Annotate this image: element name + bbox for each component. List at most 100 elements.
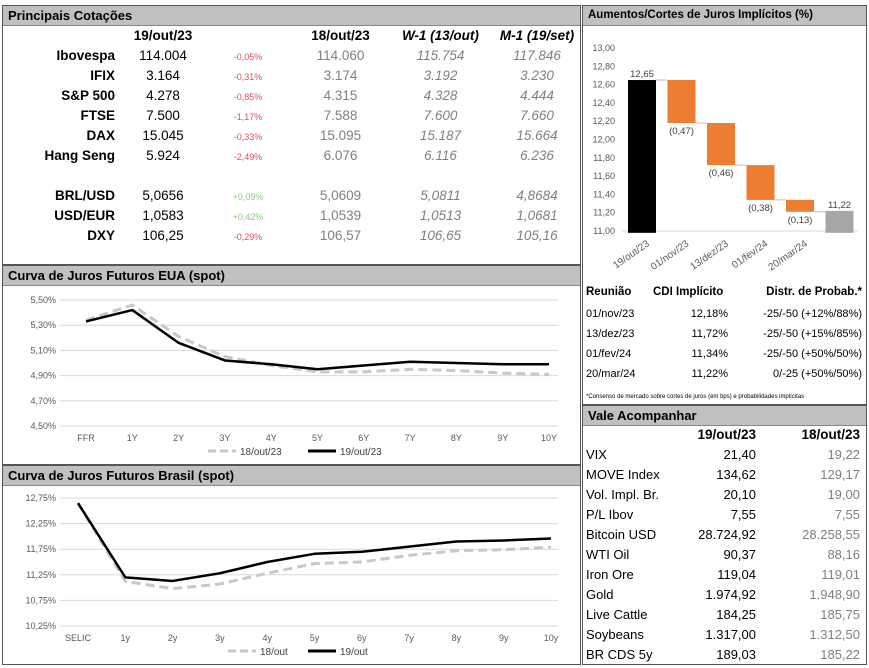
watch-name: VIX <box>586 447 607 462</box>
x-tick-label: 20/mar/24 <box>767 238 811 273</box>
watch-row: P/L Ibov 7,55 7,55 <box>583 507 868 527</box>
meeting-date: 20/mar/24 <box>586 368 636 380</box>
quote-name: BRL/USD <box>55 188 115 203</box>
watch-current: 1.974,92 <box>705 587 756 602</box>
watch-previous: 1.948,90 <box>809 587 860 602</box>
meeting-cdi: 12,18% <box>690 308 728 320</box>
watch-row: Bitcoin USD 28.724,92 28.258,55 <box>583 527 868 547</box>
y-tick-label: 11,40 <box>593 189 615 199</box>
data-label: (0,47) <box>669 126 694 137</box>
quote-value: 1,0583 <box>142 208 184 223</box>
meeting-cdi: 11,22% <box>691 368 729 380</box>
watch-row: MOVE Index 134,62 129,17 <box>583 467 868 487</box>
watch-previous: 19,22 <box>827 447 860 462</box>
meeting-cdi: 11,34% <box>691 348 729 360</box>
watch-previous: 88,16 <box>827 547 860 562</box>
x-tick-label: 8y <box>452 633 462 643</box>
x-tick-label: 1Y <box>127 433 138 443</box>
watch-row: VIX 21,40 19,22 <box>583 447 868 467</box>
quote-prev-day: 106,57 <box>319 228 362 243</box>
watch-current: 21,40 <box>723 447 756 462</box>
legend-label: 19/out <box>340 647 368 658</box>
quote-name: Ibovespa <box>56 48 115 63</box>
watch-name: WTI Oil <box>586 547 630 562</box>
quote-prev-month: 4,8684 <box>516 188 558 203</box>
us-curve-chart: 4,50% 4,70% 4,90% 5,10% 5,30% 5,50% FFR 1Y 2Y 3Y 4… <box>30 295 558 458</box>
x-tick-label: 19/out/23 <box>611 238 652 271</box>
quote-row: BRL/USD 5,0656 +0,09% 5,0609 5,0811 4,86… <box>3 188 581 208</box>
watch-row: Live Cattle 184,25 185,75 <box>583 607 868 627</box>
footnote: *Consenso de mercado sobre cortes de jur… <box>586 394 805 400</box>
watch-previous: 1.312,50 <box>809 627 860 642</box>
quote-prev-day: 5,0609 <box>319 188 362 203</box>
quote-value: 15.045 <box>142 128 184 143</box>
legend-label: 18/out/23 <box>240 447 282 458</box>
legend-label: 18/out <box>260 647 288 658</box>
br-curve-chart: 10,25% 10,75% 11,25% 11,75% 12,25% 12,75% SELI… <box>25 493 559 658</box>
quotes-panel: Principais Cotações 19/out/23 18/out/23 … <box>2 5 581 265</box>
y-tick-label: 11,80 <box>593 153 615 163</box>
x-tick-label: 3y <box>215 633 225 643</box>
x-tick-label: 6Y <box>358 433 369 443</box>
quote-name: Hang Seng <box>44 148 115 163</box>
y-tick-label: 12,20 <box>592 116 615 126</box>
col-header: W-1 (13/out) <box>402 28 479 43</box>
x-tick-label: 13/dez/23 <box>688 238 731 272</box>
quote-change: -1,17% <box>233 112 263 122</box>
quote-row: Hang Seng 5.924 -2,49% 6.076 6.116 6.236 <box>3 148 581 168</box>
meetings-header: Reunião CDI Implícito Distr. de Probab.* <box>583 286 868 306</box>
quote-row: USD/EUR 1,0583 +0,42% 1,0539 1,0513 1,06… <box>3 208 581 228</box>
y-tick-label: 4,70% <box>30 396 56 406</box>
watch-previous: 7,55 <box>834 507 860 522</box>
quote-name: FTSE <box>80 108 115 123</box>
watch-header: 19/out/23 18/out/23 <box>583 427 868 447</box>
watch-name: BR CDS 5y <box>586 647 653 662</box>
y-tick-label: 5,10% <box>30 345 56 355</box>
quote-prev-month: 7.660 <box>520 108 554 123</box>
y-tick-label: 12,40 <box>592 98 615 108</box>
quote-change: -0,33% <box>233 132 263 142</box>
watch-row: Iron Ore 119,04 119,01 <box>583 567 868 587</box>
quote-prev-day: 7.588 <box>323 108 358 123</box>
quote-prev-week: 1,0513 <box>419 208 462 223</box>
col-header: 18/out/23 <box>801 427 860 442</box>
series-line-1 <box>76 502 552 591</box>
quote-value: 114.004 <box>139 48 187 63</box>
quote-change: -0,31% <box>233 72 263 82</box>
quotes-title: Principais Cotações <box>3 6 580 26</box>
waterfall-bar <box>628 80 656 233</box>
y-tick-label: 5,50% <box>30 295 56 305</box>
meeting-date: 01/nov/23 <box>586 308 635 320</box>
y-tick-label: 10,25% <box>25 621 56 631</box>
quote-value: 4.278 <box>146 88 180 103</box>
quote-name: USD/EUR <box>54 208 115 223</box>
rates-panel: Aumentos/Cortes de Juros Implícitos (%) … <box>582 5 867 405</box>
y-tick-label: 12,75% <box>25 493 56 503</box>
br-curve-panel: Curva de Juros Futuros Brasil (spot) 10,… <box>2 465 581 665</box>
watch-panel: Vale Acompanhar 19/out/23 18/out/23 VIX … <box>582 405 867 665</box>
y-tick-label: 11,60 <box>593 171 615 181</box>
quote-value: 106,25 <box>142 228 184 243</box>
watch-name: Live Cattle <box>586 607 648 622</box>
quote-prev-day: 6.076 <box>323 148 358 163</box>
watch-name: Gold <box>586 587 614 602</box>
y-tick-label: 11,75% <box>26 544 56 554</box>
quote-prev-week: 3.192 <box>423 68 458 83</box>
quote-prev-month: 6.236 <box>520 148 554 163</box>
quote-prev-day: 3.174 <box>323 68 358 83</box>
watch-row: Gold 1.974,92 1.948,90 <box>583 587 868 607</box>
y-tick-label: 12,80 <box>592 61 615 71</box>
x-tick-label: 6y <box>357 633 367 643</box>
watch-previous: 119,01 <box>821 567 860 582</box>
legend-label: 19/out/23 <box>340 447 382 458</box>
meeting-prob: -25/-50 (+15%/85%) <box>763 328 862 340</box>
quote-prev-week: 15.187 <box>419 128 462 143</box>
data-label: (0,13) <box>788 215 813 226</box>
meeting-cdi: 11,72% <box>691 328 729 340</box>
quote-change: -0,85% <box>233 92 263 102</box>
col-header: 18/out/23 <box>311 28 370 43</box>
waterfall-bar <box>746 165 775 200</box>
x-tick-label: 10y <box>544 633 559 643</box>
waterfall-bar <box>667 80 696 124</box>
quote-value: 7.500 <box>146 108 180 123</box>
